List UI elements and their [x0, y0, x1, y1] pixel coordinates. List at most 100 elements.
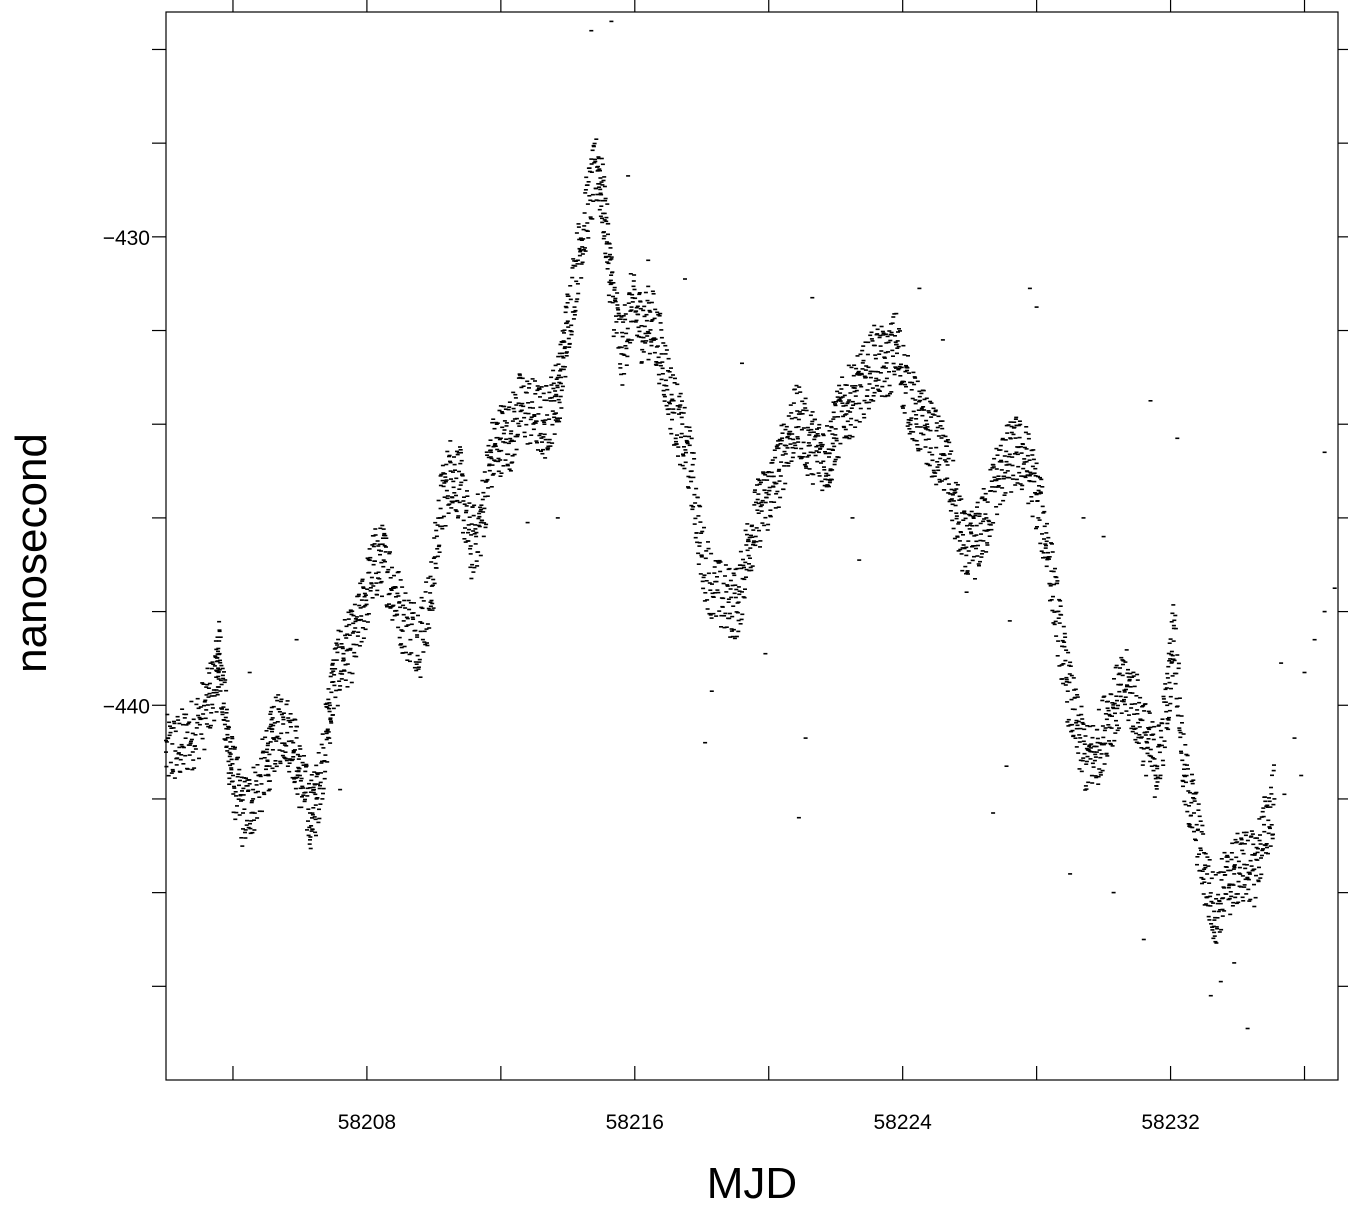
- data-point-cloud: [443, 476, 448, 478]
- data-point-cloud: [242, 808, 247, 810]
- data-point-cloud: [224, 746, 229, 748]
- data-point-cloud: [573, 309, 578, 312]
- data-point-cloud: [942, 454, 947, 457]
- data-point-cloud: [885, 335, 890, 338]
- data-point-cloud: [1154, 788, 1159, 790]
- data-point-cloud: [327, 704, 332, 707]
- data-point-cloud: [763, 516, 768, 519]
- data-point-cloud: [1063, 636, 1068, 638]
- data-point: [518, 404, 523, 407]
- data-point-cloud: [1270, 837, 1275, 840]
- data-point-cloud: [377, 543, 382, 546]
- data-point-cloud: [669, 432, 674, 435]
- data-point-cloud: [1258, 834, 1262, 836]
- data-point-cloud: [1132, 713, 1137, 715]
- data-point-cloud: [739, 618, 744, 621]
- data-point-cloud: [737, 593, 742, 596]
- data-point-cloud: [1105, 707, 1110, 709]
- data-point-cloud: [578, 250, 583, 253]
- data-point-cloud: [282, 742, 287, 744]
- data-point-cloud: [270, 767, 275, 770]
- data-point-cloud: [1082, 743, 1087, 745]
- data-point-cloud: [905, 425, 910, 427]
- data-point-cloud: [905, 367, 910, 369]
- data-point-cloud: [531, 428, 536, 431]
- data-point-cloud: [360, 578, 365, 581]
- data-point-cloud: [1179, 715, 1184, 717]
- data-point-cloud: [807, 434, 812, 436]
- data-point-cloud: [241, 828, 245, 830]
- data-point-cloud: [1229, 895, 1234, 898]
- data-point-cloud: [1063, 684, 1068, 686]
- tick-labels: 58208 58216 58224 58232−440−430: [103, 227, 1200, 1134]
- data-point: [944, 460, 949, 463]
- data-point-cloud: [649, 341, 654, 343]
- data-point-cloud: [463, 527, 467, 529]
- data-point-cloud: [544, 399, 549, 402]
- data-point-cloud: [335, 651, 340, 654]
- data-point-cloud: [1230, 842, 1235, 845]
- data-point-cloud: [265, 759, 270, 762]
- data-point-cloud: [264, 751, 269, 753]
- data-point-cloud: [527, 406, 532, 409]
- data-point-cloud: [893, 341, 898, 343]
- data-point-cloud: [1070, 729, 1075, 732]
- data-point-cloud: [317, 787, 322, 790]
- data-point-cloud: [533, 393, 538, 395]
- data-point-cloud: [905, 369, 909, 372]
- data-point-cloud: [836, 416, 841, 418]
- data-point-cloud: [684, 439, 689, 442]
- data-point-cloud: [592, 161, 597, 164]
- data-point-cloud: [571, 318, 576, 320]
- data-point-cloud: [1170, 612, 1175, 615]
- data-point-cloud: [597, 186, 602, 188]
- data-point-cloud: [1073, 737, 1078, 739]
- data-point-cloud: [789, 460, 794, 462]
- data-point-cloud: [447, 455, 451, 458]
- data-point-cloud: [1129, 707, 1134, 709]
- data-point-cloud: [457, 501, 462, 504]
- data-point-cloud: [166, 774, 171, 777]
- data-point-cloud: [259, 757, 264, 760]
- data-point-cloud: [928, 400, 933, 403]
- data-point-cloud: [565, 302, 570, 304]
- data-point-cloud: [348, 609, 353, 611]
- data-point-cloud: [221, 702, 226, 705]
- data-point-cloud: [1182, 763, 1187, 766]
- data-point-cloud: [600, 221, 605, 224]
- data-point-cloud: [872, 324, 877, 327]
- data-point: [726, 601, 731, 603]
- data-point-cloud: [418, 621, 423, 623]
- data-point-cloud: [492, 427, 497, 430]
- data-point: [1322, 610, 1327, 613]
- data-point-cloud: [1198, 820, 1203, 822]
- data-point-cloud: [1050, 543, 1054, 545]
- data-point-cloud: [535, 389, 540, 392]
- data-point-cloud: [201, 713, 206, 715]
- data-point-cloud: [918, 448, 923, 450]
- data-point-cloud: [927, 464, 932, 467]
- data-point-cloud: [996, 486, 1001, 488]
- data-point-cloud: [353, 627, 358, 629]
- data-point-cloud: [757, 529, 761, 532]
- data-point-cloud: [1115, 724, 1119, 727]
- data-point-cloud: [766, 471, 771, 473]
- data-point-cloud: [985, 542, 990, 544]
- data-point-cloud: [1241, 831, 1246, 834]
- data-point-cloud: [546, 441, 551, 444]
- data-point-cloud: [882, 380, 887, 383]
- data-point-cloud: [202, 704, 206, 707]
- data-point-cloud: [344, 649, 349, 652]
- data-point-cloud: [293, 719, 298, 721]
- data-point-cloud: [785, 436, 790, 438]
- data-point-cloud: [231, 793, 236, 795]
- data-point-cloud: [370, 544, 375, 546]
- data-point-cloud: [1052, 623, 1057, 626]
- data-point-cloud: [377, 578, 382, 580]
- data-point-cloud: [393, 586, 398, 589]
- data-point-cloud: [338, 630, 343, 633]
- data-point-cloud: [1214, 942, 1219, 944]
- data-point-cloud: [800, 413, 805, 415]
- data-point-cloud: [718, 561, 723, 563]
- data-point-cloud: [1184, 753, 1189, 756]
